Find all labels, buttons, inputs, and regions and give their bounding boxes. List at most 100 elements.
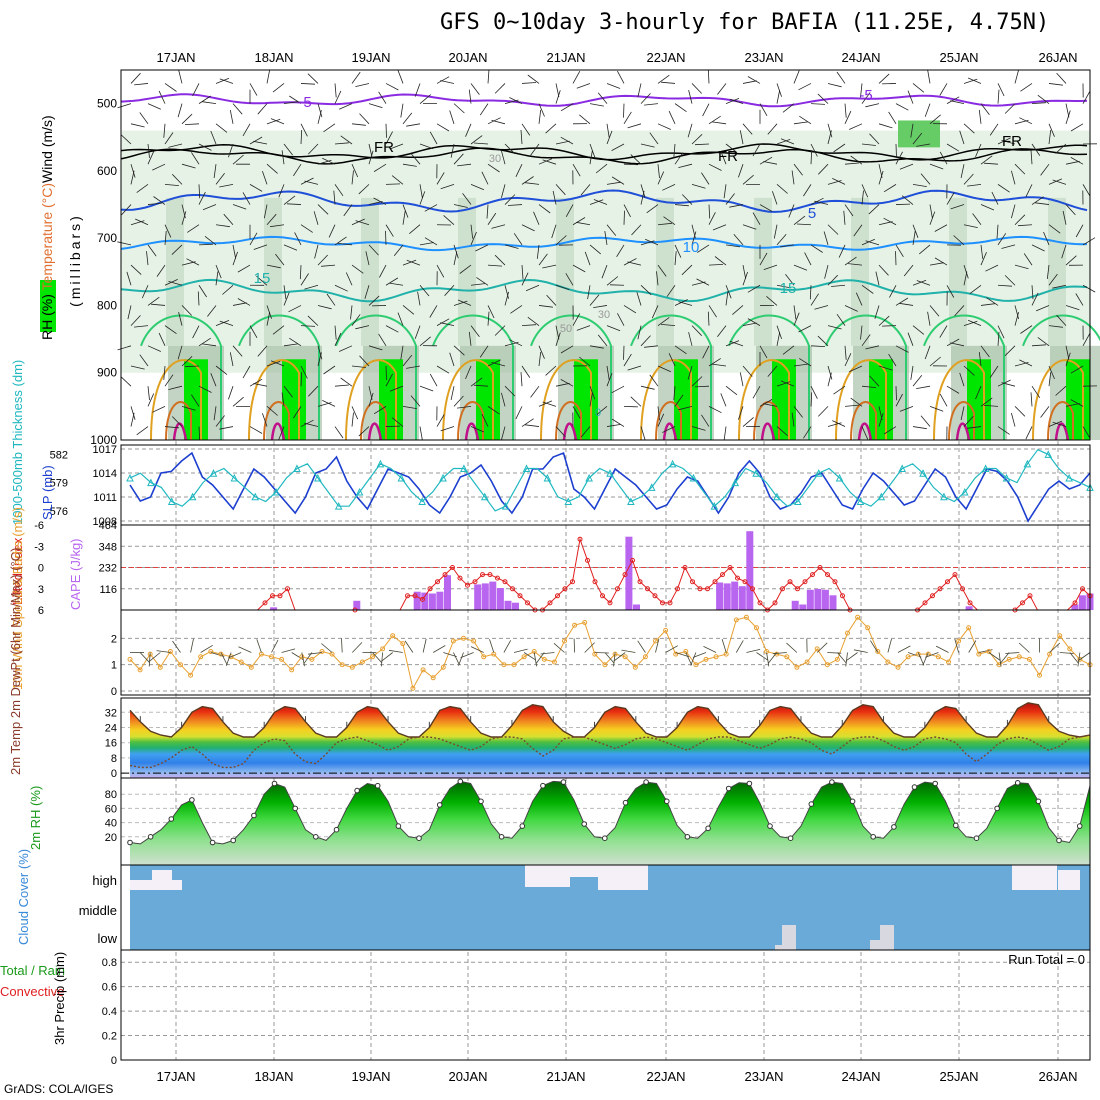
wind-barb xyxy=(487,264,503,267)
wind-barb xyxy=(927,69,931,84)
cloud-ylabel-text: Cloud Cover (%) xyxy=(16,849,31,945)
wind-barb-sfc xyxy=(308,652,323,655)
thickness-marker xyxy=(940,492,948,501)
cape-tick-label: 232 xyxy=(99,563,117,575)
rh-ylabel-text: 2m RH (%) xyxy=(28,786,43,850)
wind-barb xyxy=(147,345,161,352)
wind-barb xyxy=(1048,325,1063,328)
wind-barb xyxy=(657,74,670,84)
wind-barb xyxy=(321,264,336,267)
rh-column-green xyxy=(574,359,598,440)
slp-ylabel-text: SLP (mb) xyxy=(40,465,55,520)
wind-barb xyxy=(950,204,965,210)
rh-marker xyxy=(416,835,422,842)
wind-barb xyxy=(640,335,651,347)
rh-marker xyxy=(457,778,464,785)
wind-barb xyxy=(436,414,445,427)
wind-barb xyxy=(707,69,710,84)
wind-marker xyxy=(349,664,355,670)
wind-barb xyxy=(322,157,336,165)
wind-marker xyxy=(410,685,416,691)
wind-barb xyxy=(163,123,166,138)
wind-barb xyxy=(895,143,897,159)
wind-barb xyxy=(1037,337,1050,347)
wind-barb xyxy=(674,345,687,355)
wind-barb xyxy=(334,236,347,246)
wind-barb xyxy=(465,123,472,137)
wind-barb xyxy=(701,172,710,185)
wind-barb xyxy=(717,83,727,95)
wind-barb xyxy=(232,154,244,165)
wind-marker xyxy=(1067,646,1073,652)
wind-barb xyxy=(1040,163,1050,176)
wind-marker xyxy=(1006,656,1012,662)
li-marker xyxy=(420,596,425,602)
rh-marker xyxy=(994,805,1000,812)
li-marker xyxy=(697,586,703,592)
li-marker xyxy=(712,579,718,585)
rh-marker xyxy=(333,826,340,833)
wind-barb xyxy=(308,143,319,155)
wind-barb xyxy=(400,103,404,118)
wind-barb xyxy=(164,132,174,145)
wind-barb xyxy=(1001,382,1016,387)
wind-marker xyxy=(966,625,972,631)
wind-barb xyxy=(1014,264,1029,270)
wind-barb xyxy=(810,345,826,347)
contour-label: 30 xyxy=(489,153,501,165)
wind-barb xyxy=(359,355,370,367)
credit-label: GrADS: COLA/IGES xyxy=(4,1082,114,1096)
wind-barb-sfc xyxy=(1069,652,1079,664)
wind-barb xyxy=(436,172,445,185)
wind-barb xyxy=(630,396,642,407)
wind-barb xyxy=(560,345,574,354)
wind-barb xyxy=(776,284,791,289)
wind-marker xyxy=(471,638,477,644)
wind-barb xyxy=(289,95,302,104)
wind-barb xyxy=(555,140,570,145)
wind-barb-sfc xyxy=(655,638,660,653)
wind-barb-sfc xyxy=(321,643,333,653)
wind-barb xyxy=(538,352,542,367)
wind-barb-sfc xyxy=(470,646,484,653)
contour-label: 10 xyxy=(683,239,700,256)
wind-barb xyxy=(844,103,847,118)
wind-barb xyxy=(1046,265,1050,280)
wind-barb xyxy=(844,204,854,217)
wind-barb xyxy=(491,224,506,229)
wind-barb xyxy=(589,392,593,407)
wind-barb xyxy=(191,152,200,165)
contour-20-loop xyxy=(728,314,810,440)
wind-barb-sfc xyxy=(149,652,161,662)
wind-barb-sfc xyxy=(954,638,959,653)
wind-barb xyxy=(378,91,387,104)
wind-barb xyxy=(1043,231,1050,246)
wind-barb xyxy=(219,320,234,327)
wind-barb xyxy=(742,271,748,286)
wind-barb xyxy=(462,193,472,205)
wind-barb xyxy=(831,284,846,287)
wind-barb xyxy=(555,284,570,290)
wind-barb xyxy=(181,211,187,225)
li-marker xyxy=(472,579,478,585)
thickness-ylabel-text: 1000-500mb Thickness (dm) xyxy=(10,360,25,525)
wind-barb xyxy=(865,103,880,108)
wind-barb xyxy=(776,139,791,145)
wind-barb xyxy=(232,396,244,407)
wind-barb xyxy=(844,256,857,266)
li-marker xyxy=(772,600,778,606)
wind-barb xyxy=(521,365,531,378)
wind-barb xyxy=(776,332,781,346)
rh-marker xyxy=(560,779,567,785)
wind-barb xyxy=(1075,224,1084,238)
wind-barb xyxy=(657,171,665,185)
wind-barb xyxy=(1031,344,1047,347)
cape-bar xyxy=(791,600,799,610)
wind-barb xyxy=(504,291,509,306)
wind-barb xyxy=(1065,110,1071,124)
rh-marker xyxy=(1076,823,1083,829)
wind-barb xyxy=(281,150,285,165)
wind-barb xyxy=(1014,406,1026,417)
wind-barb xyxy=(181,113,193,125)
wind-barb xyxy=(527,316,540,326)
